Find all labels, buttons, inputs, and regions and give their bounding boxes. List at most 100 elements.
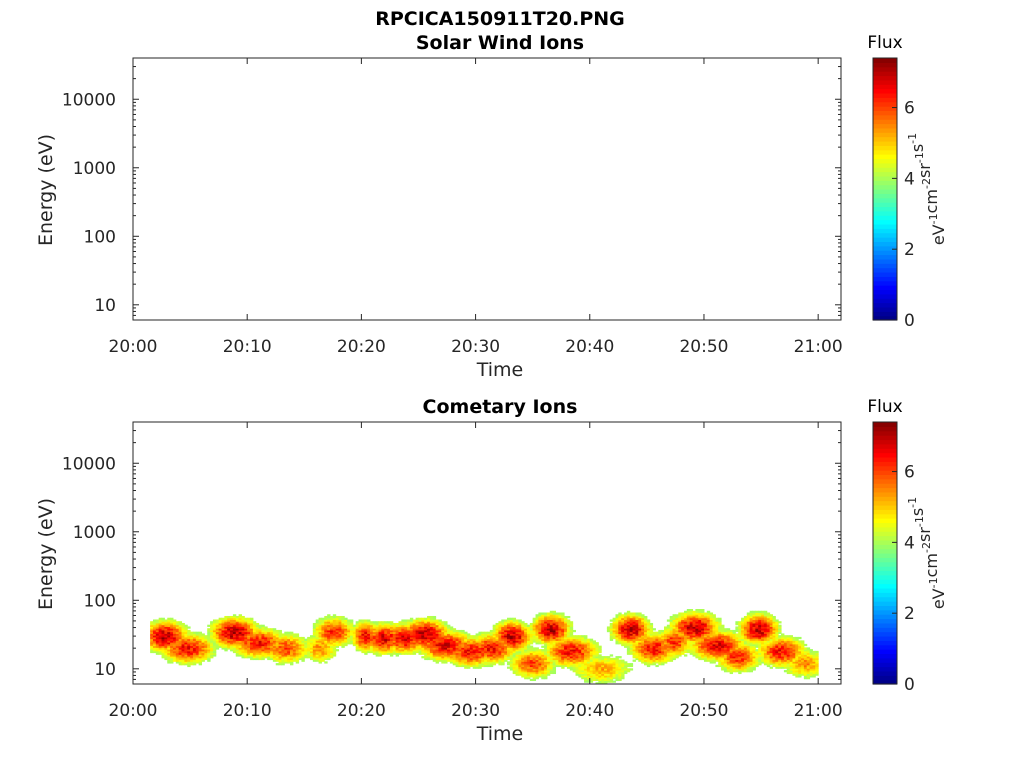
spectrogram-cell [584,642,588,645]
spectrogram-cell [218,629,222,633]
spectrogram-cell [455,633,459,636]
spectrogram-cell [641,629,645,633]
spectrogram-cell [324,643,328,647]
spectrogram-cell [709,638,714,641]
spectrogram-cell [255,622,260,626]
spectrogram-cell [578,673,582,676]
spectrogram-cell [695,654,699,657]
spectrogram-cell [501,633,505,636]
spectrogram-cell [464,650,468,654]
spectrogram-cell [332,622,337,626]
spectrogram-cell [281,640,285,643]
spectrogram-cell [715,656,719,659]
spectrogram-cell [726,647,731,650]
spectrogram-cell [578,638,582,641]
spectrogram-cell [247,622,251,626]
spectrogram-cell [566,635,571,638]
spectrogram-cell [726,649,731,652]
spectrogram-cell [621,638,625,641]
spectrogram-cell [324,626,328,629]
spectrogram-cell [364,638,368,641]
spectrogram-cell [250,642,254,645]
spectrogram-cell [358,619,362,622]
spectrogram-cell [401,624,405,627]
colorbar-segment [873,71,897,77]
spectrogram-cell [538,636,542,640]
spectrogram-cell [258,638,262,641]
spectrogram-cell [250,654,254,657]
spectrogram-cell [429,635,434,638]
spectrogram-cell [618,656,622,659]
spectrogram-cell [389,629,394,633]
spectrogram-cell [372,629,377,633]
spectrogram-cell [524,628,528,631]
spectrogram-cell [712,645,716,648]
spectrogram-cell [584,668,588,671]
spectrogram-cell [666,652,671,655]
spectrogram-cell [181,636,185,640]
spectrogram-cell [452,659,457,662]
spectrogram-cell [506,622,511,626]
spectrogram-cell [698,615,702,619]
spectrogram-cell [726,633,731,636]
spectrogram-cell [566,624,571,627]
spectrogram-cell [312,650,317,654]
spectrogram-cell [578,664,582,668]
spectrogram-cell [535,664,539,668]
spectrogram-cell [546,663,551,666]
spectrogram-cell [658,638,662,641]
spectrogram-cell [447,642,451,645]
spectrogram-cell [335,636,340,640]
spectrogram-cell [467,663,471,666]
colorbar-segment [873,210,897,216]
spectrogram-cell [586,677,591,680]
spectrogram-cell [372,633,377,636]
spectrogram-cell [461,650,465,654]
spectrogram-cell [484,650,488,654]
spectrogram-cell [569,638,574,641]
spectrogram-cell [544,621,548,624]
spectrogram-cell [675,626,679,629]
spectrogram-cell [210,649,214,652]
spectrogram-cell [546,633,551,636]
spectrogram-cell [452,654,457,657]
spectrogram-cell [207,656,211,659]
spectrogram-cell [401,633,405,636]
spectrogram-cell [595,677,599,680]
spectrogram-cell [441,659,445,662]
spectrogram-cell [375,640,380,643]
spectrogram-cell [572,656,576,659]
spectrogram-cell [381,638,385,641]
spectrogram-cell [369,640,374,643]
spectrogram-cell [489,633,494,636]
spectrogram-cell [198,631,203,634]
spectrogram-cell [284,643,288,647]
spectrogram-cell [661,645,665,648]
spectrogram-cell [315,629,320,633]
spectrogram-cell [270,656,274,659]
spectrogram-cell [444,622,448,626]
spectrogram-cell [524,675,528,678]
spectrogram-cell [224,626,228,629]
spectrogram-cell [498,631,502,634]
spectrogram-cell [167,649,171,652]
spectrogram-cell [409,647,414,650]
spectrogram-cell [329,617,334,620]
spectrogram-cell [384,636,388,640]
spectrogram-cell [664,649,668,652]
spectrogram-cell [224,615,228,619]
spectrogram-cell [535,663,539,666]
spectrogram-cell [566,642,571,645]
spectrogram-cell [666,659,671,662]
spectrogram-cell [467,635,471,638]
spectrogram-cell [292,640,297,643]
spectrogram-cell [375,649,380,652]
spectrogram-cell [666,649,671,652]
spectrogram-cell [532,650,537,654]
spectrogram-cell [698,649,702,652]
spectrogram-cell [312,633,317,636]
spectrogram-cell [444,635,448,638]
spectrogram-cell [546,642,551,645]
spectrogram-cell [492,629,497,633]
spectrogram-cell [310,654,314,657]
